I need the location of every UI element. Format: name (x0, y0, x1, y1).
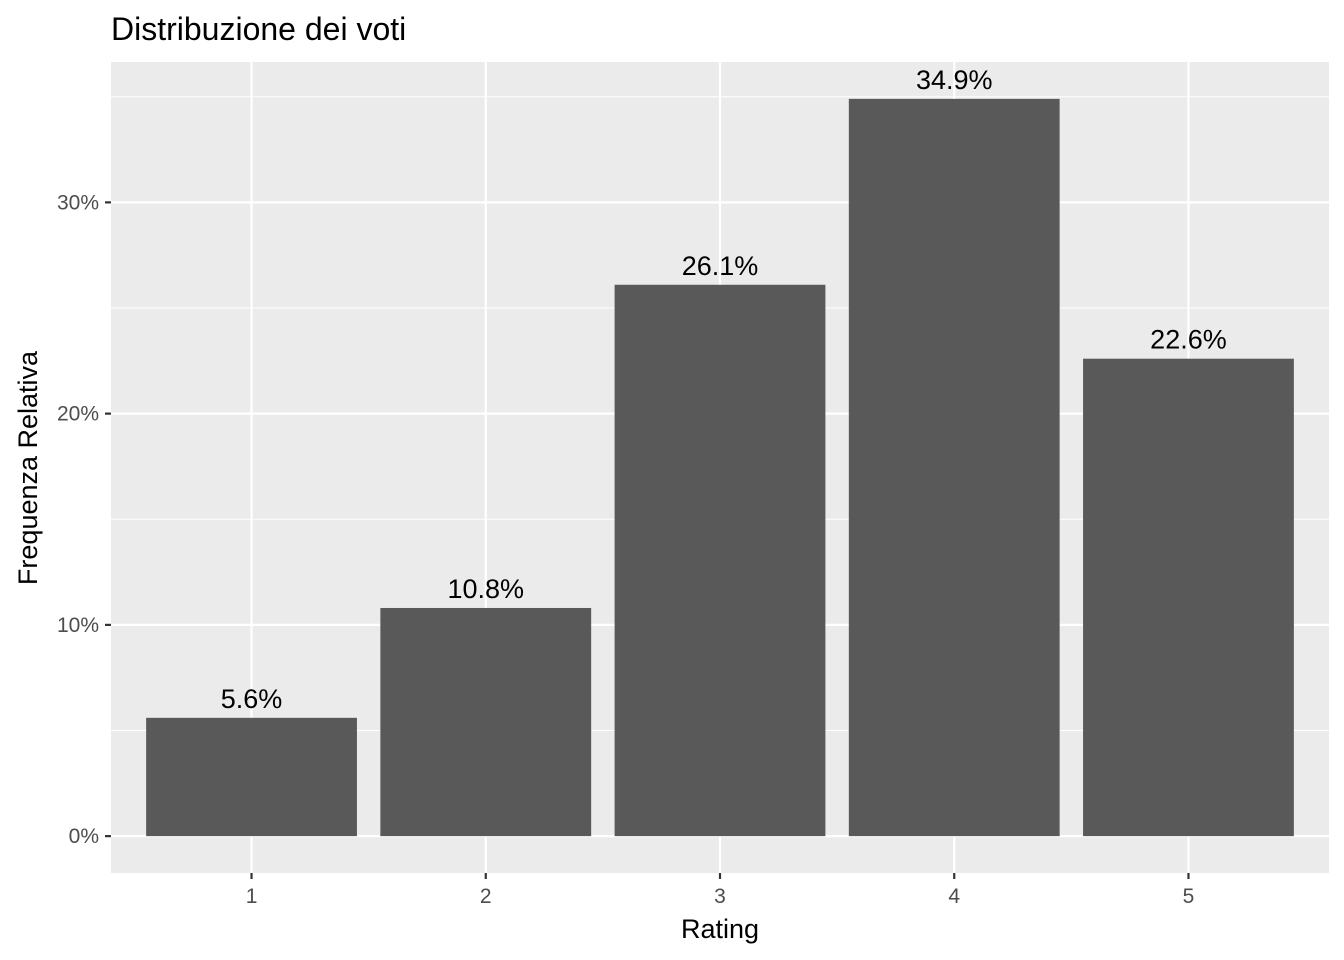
chart-title: Distribuzione dei voti (111, 11, 406, 47)
y-tick-label: 0% (69, 825, 99, 848)
bar-1 (146, 717, 357, 837)
x-tick-label: 3 (714, 885, 726, 908)
x-axis-title: Rating (681, 914, 759, 944)
bar-3 (614, 284, 826, 837)
y-axis-title: Frequenza Relativa (13, 350, 43, 585)
data-labels: 5.6% 10.8% 26.1% 34.9% 22.6% (221, 65, 1227, 714)
x-tick-label: 1 (246, 885, 258, 908)
data-label-5: 22.6% (1150, 325, 1227, 355)
bar-4 (848, 98, 1060, 837)
data-label-3: 26.1% (682, 251, 759, 281)
data-label-1: 5.6% (221, 684, 283, 714)
x-tick-label: 2 (480, 885, 492, 908)
data-label-4: 34.9% (916, 65, 993, 95)
data-label-2: 10.8% (447, 574, 524, 604)
y-tick-label: 20% (57, 403, 99, 426)
x-tick-label: 4 (948, 885, 960, 908)
y-tick-label: 30% (57, 191, 99, 214)
y-axis: 0% 10% 20% 30% (57, 191, 111, 848)
y-tick-label: 10% (57, 614, 99, 637)
bar-2 (380, 607, 592, 837)
x-tick-label: 5 (1183, 885, 1195, 908)
x-axis: 1 2 3 4 5 (246, 873, 1195, 908)
bars (146, 98, 1294, 837)
bar-5 (1083, 358, 1294, 837)
